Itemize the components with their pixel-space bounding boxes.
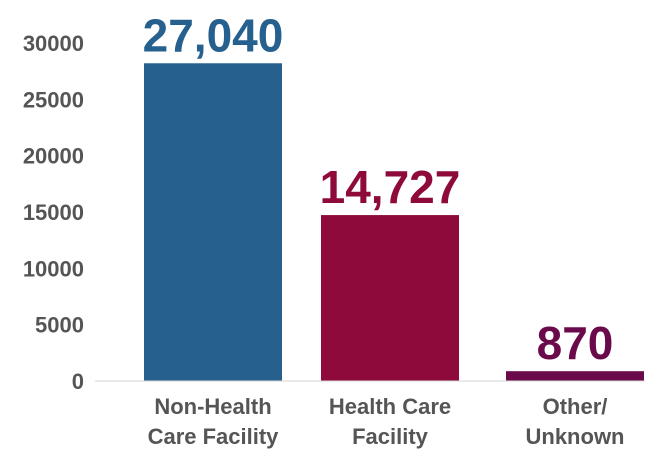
y-tick-label: 0 — [72, 369, 84, 394]
bar-value-label: 27,040 — [143, 9, 284, 61]
x-tick-label: Facility — [352, 424, 429, 449]
y-tick-label: 20000 — [23, 144, 84, 169]
bar-value-label: 14,727 — [320, 161, 461, 213]
y-tick-label: 25000 — [23, 87, 84, 112]
y-axis: 0 5000 10000 15000 20000 25000 30000 — [23, 31, 84, 394]
x-axis: Non-Health Care Facility Health Care Facili… — [95, 380, 645, 449]
y-tick-label: 10000 — [23, 256, 84, 281]
x-tick-label: Unknown — [526, 424, 625, 449]
bar — [506, 371, 644, 381]
data-labels: 27,040 14,727 870 — [143, 9, 614, 369]
x-tick-label: Non-Health — [154, 394, 271, 419]
bar — [144, 63, 282, 381]
x-tick-label: Other/ — [543, 394, 608, 419]
bar-value-label: 870 — [537, 317, 614, 369]
bar — [321, 215, 459, 381]
x-tick-label: Care Facility — [148, 424, 280, 449]
x-tick-label: Health Care — [329, 394, 451, 419]
y-tick-label: 30000 — [23, 31, 84, 56]
y-tick-label: 15000 — [23, 200, 84, 225]
y-tick-label: 5000 — [35, 313, 84, 338]
bars — [144, 63, 644, 381]
